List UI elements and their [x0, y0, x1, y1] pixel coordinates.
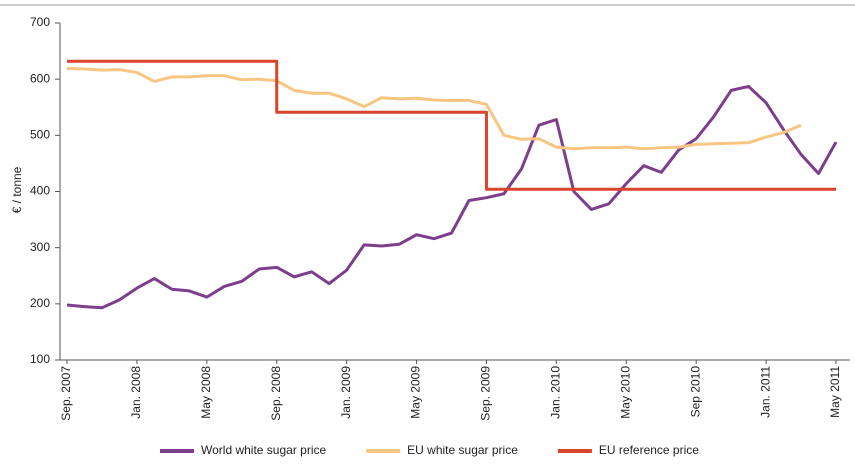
legend-label: EU white sugar price — [407, 443, 518, 457]
x-tick-label: May 2009 — [409, 366, 423, 419]
series-line — [67, 59, 836, 191]
legend-label: EU reference price — [599, 443, 699, 457]
y-axis-label: € / tonne — [10, 166, 24, 213]
x-tick-label: Jan. 2009 — [339, 366, 353, 419]
y-tick-label: 400 — [30, 184, 50, 198]
x-tick-label: Sep 2010 — [688, 366, 702, 418]
y-tick-label: 700 — [30, 15, 50, 29]
x-tick-label: Sep. 2009 — [479, 366, 493, 421]
y-tick-label: 600 — [30, 71, 50, 85]
x-tick-label: Sep. 2007 — [59, 366, 73, 421]
x-tick-label: May 2010 — [618, 366, 632, 419]
x-tick-label: May 2011 — [828, 366, 842, 418]
y-tick-label: 300 — [30, 240, 50, 254]
series-line — [66, 66, 802, 151]
legend-label: World white sugar price — [201, 443, 326, 457]
y-tick-label: 100 — [30, 352, 50, 366]
y-tick-label: 200 — [30, 296, 50, 310]
x-tick-label: Jan. 2011 — [758, 366, 772, 418]
x-tick-label: May 2008 — [199, 366, 213, 419]
series-line — [66, 84, 838, 310]
y-tick-label: 500 — [30, 128, 50, 142]
x-tick-label: Jan. 2008 — [129, 366, 143, 419]
x-tick-label: Sep. 2008 — [269, 366, 283, 421]
x-tick-label: Jan. 2010 — [549, 366, 563, 419]
